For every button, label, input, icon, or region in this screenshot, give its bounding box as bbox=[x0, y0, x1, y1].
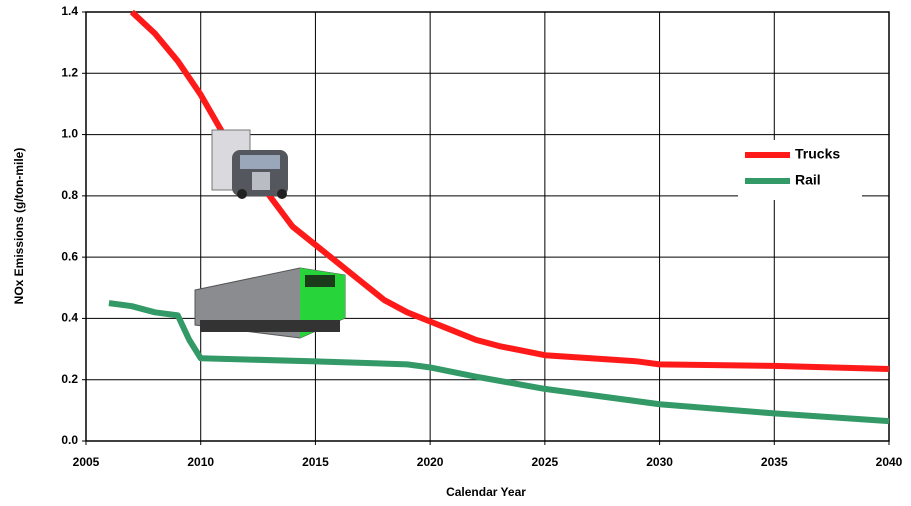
y-tick-label: 0.0 bbox=[61, 433, 78, 447]
x-tick-label: 2020 bbox=[417, 455, 444, 469]
y-axis-title: NOx Emissions (g/ton-mile) bbox=[12, 148, 26, 305]
x-tick-label: 2025 bbox=[532, 455, 559, 469]
truck-icon bbox=[212, 130, 288, 199]
x-tick-label: 2015 bbox=[302, 455, 329, 469]
chart: Calendar Year NOx Emissions (g/ton-mile)… bbox=[0, 0, 911, 506]
train-icon bbox=[195, 268, 345, 338]
y-tick-label: 1.0 bbox=[61, 127, 78, 141]
x-tick-label: 2030 bbox=[646, 455, 673, 469]
y-tick-label: 0.4 bbox=[61, 311, 78, 325]
x-tick-label: 2010 bbox=[187, 455, 214, 469]
x-tick-label: 2005 bbox=[73, 455, 100, 469]
y-tick-label: 1.2 bbox=[61, 65, 78, 79]
legend-label: Trucks bbox=[795, 146, 840, 162]
x-tick-label: 2040 bbox=[876, 455, 903, 469]
x-tick-label: 2035 bbox=[761, 455, 788, 469]
y-tick-label: 0.6 bbox=[61, 249, 78, 263]
y-tick-label: 0.2 bbox=[61, 372, 78, 386]
y-tick-label: 1.4 bbox=[61, 4, 78, 18]
x-axis-title: Calendar Year bbox=[446, 485, 526, 499]
legend-label: Rail bbox=[795, 172, 821, 188]
y-tick-label: 0.8 bbox=[61, 188, 78, 202]
